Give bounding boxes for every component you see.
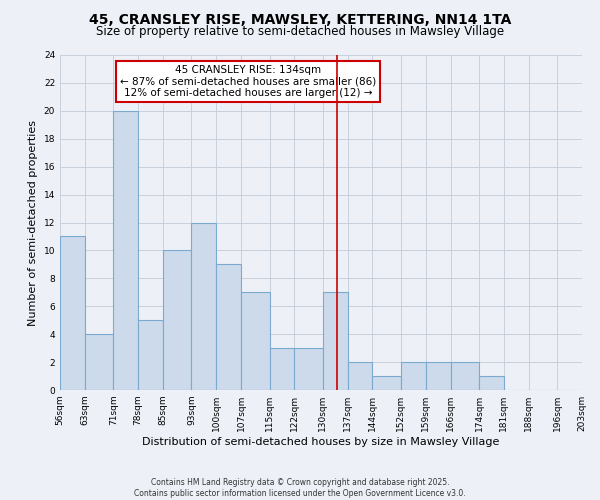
Y-axis label: Number of semi-detached properties: Number of semi-detached properties	[28, 120, 38, 326]
Bar	[451, 362, 479, 390]
Text: Size of property relative to semi-detached houses in Mawsley Village: Size of property relative to semi-detach…	[96, 25, 504, 38]
Bar	[85, 334, 113, 390]
Bar	[138, 320, 163, 390]
Text: 45, CRANSLEY RISE, MAWSLEY, KETTERING, NN14 1TA: 45, CRANSLEY RISE, MAWSLEY, KETTERING, N…	[89, 12, 511, 26]
Bar	[60, 236, 85, 390]
Bar	[191, 222, 216, 390]
Bar	[241, 292, 269, 390]
Text: 45 CRANSLEY RISE: 134sqm
← 87% of semi-detached houses are smaller (86)
12% of s: 45 CRANSLEY RISE: 134sqm ← 87% of semi-d…	[120, 65, 376, 98]
Bar	[347, 362, 373, 390]
Bar	[426, 362, 451, 390]
Bar	[373, 376, 401, 390]
Bar	[216, 264, 241, 390]
Bar	[295, 348, 323, 390]
Bar	[269, 348, 295, 390]
Bar	[479, 376, 504, 390]
Bar	[163, 250, 191, 390]
Bar	[401, 362, 426, 390]
X-axis label: Distribution of semi-detached houses by size in Mawsley Village: Distribution of semi-detached houses by …	[142, 437, 500, 447]
Bar	[113, 111, 138, 390]
Bar	[323, 292, 347, 390]
Text: Contains HM Land Registry data © Crown copyright and database right 2025.
Contai: Contains HM Land Registry data © Crown c…	[134, 478, 466, 498]
